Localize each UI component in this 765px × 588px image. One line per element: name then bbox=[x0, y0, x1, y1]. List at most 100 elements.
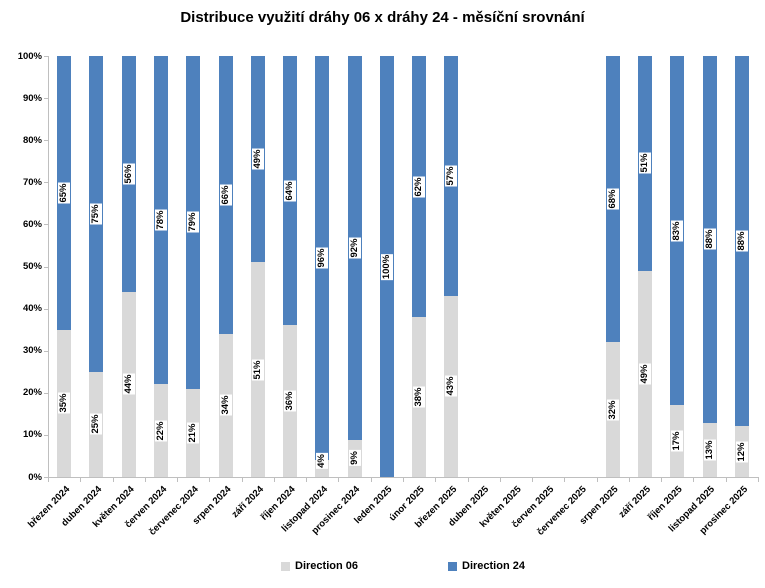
bar-label-direction-06: 32% bbox=[606, 399, 619, 421]
legend-label-direction-24: Direction 24 bbox=[462, 560, 525, 572]
bar-label-direction-06: 21% bbox=[187, 422, 200, 444]
bar-label-direction-24: 62% bbox=[413, 175, 426, 198]
x-axis-tick-mark bbox=[403, 478, 404, 482]
stacked-bar bbox=[121, 56, 136, 477]
bar-label-direction-24: 83% bbox=[671, 220, 684, 242]
y-axis-tick-label: 60% bbox=[22, 218, 42, 230]
y-axis-tick-label: 20% bbox=[22, 387, 42, 399]
x-axis-tick-mark bbox=[177, 478, 179, 482]
legend-item-direction-24: Direction 24 bbox=[448, 560, 525, 572]
x-axis-tick-mark bbox=[144, 478, 146, 482]
stacked-bar bbox=[702, 56, 717, 477]
y-axis-tick-mark bbox=[44, 350, 48, 352]
bar-label-direction-24: 88% bbox=[735, 230, 748, 252]
bar-label-direction-24: 57% bbox=[445, 165, 458, 187]
legend-item-direction-06: Direction 06 bbox=[281, 560, 358, 572]
y-axis-tick-mark bbox=[44, 477, 48, 478]
x-axis-tick-mark bbox=[758, 478, 759, 482]
bar-label-direction-24: 64% bbox=[284, 180, 297, 202]
x-axis-tick-mark bbox=[241, 478, 243, 482]
x-axis-tick-mark bbox=[564, 478, 566, 482]
stacked-bar bbox=[153, 56, 168, 477]
y-axis-tick-label: 50% bbox=[22, 261, 42, 272]
y-axis-tick-mark bbox=[44, 434, 48, 436]
x-axis-tick-mark bbox=[628, 478, 630, 482]
y-axis-tick-label: 30% bbox=[22, 345, 42, 357]
bar-label-direction-06: 49% bbox=[639, 363, 652, 385]
bar-label-direction-06: 25% bbox=[90, 413, 103, 435]
stacked-bar bbox=[186, 56, 201, 477]
y-axis-tick-mark bbox=[44, 140, 48, 142]
bar-label-direction-24: 65% bbox=[58, 182, 71, 204]
plot-area bbox=[48, 56, 759, 478]
x-axis-tick-mark bbox=[273, 478, 275, 482]
bar-label-direction-24: 66% bbox=[219, 184, 232, 206]
bar-label-direction-24: 68% bbox=[606, 188, 619, 210]
x-axis-tick-mark bbox=[532, 478, 534, 482]
x-axis-tick-mark bbox=[112, 478, 114, 482]
y-axis-tick-label: 100% bbox=[17, 50, 42, 62]
legend-label-direction-06: Direction 06 bbox=[295, 560, 358, 572]
x-axis-tick-mark bbox=[725, 478, 727, 482]
bar-label-direction-06: 43% bbox=[445, 375, 458, 397]
y-axis-tick-label: 40% bbox=[22, 303, 42, 315]
bar-label-direction-24: 75% bbox=[90, 203, 103, 225]
y-axis-tick-label: 70% bbox=[22, 176, 42, 188]
bar-label-direction-24: 88% bbox=[703, 228, 716, 250]
chart-title: Distribuce využití dráhy 06 x dráhy 24 -… bbox=[180, 9, 585, 26]
bar-label-direction-06: 17% bbox=[671, 430, 684, 452]
x-axis-tick-mark bbox=[370, 478, 372, 482]
x-axis-tick-mark bbox=[209, 478, 211, 482]
y-axis-tick-label: 80% bbox=[22, 134, 42, 146]
legend-swatch-direction-06-icon bbox=[281, 561, 291, 571]
x-axis-tick-mark bbox=[80, 478, 82, 482]
legend: Direction 06 Direction 24 bbox=[48, 560, 758, 572]
y-axis-tick-mark bbox=[44, 308, 48, 310]
bar-label-direction-24: 79% bbox=[187, 211, 200, 233]
bar-label-direction-06: 12% bbox=[735, 441, 748, 463]
stacked-bar bbox=[670, 56, 685, 477]
bar-label-direction-24: 100% bbox=[380, 253, 393, 280]
x-axis-tick-mark bbox=[306, 478, 308, 482]
y-axis-tick-label: 10% bbox=[22, 429, 42, 441]
x-axis-tick-mark bbox=[338, 478, 340, 482]
y-axis-tick-mark bbox=[44, 224, 48, 226]
x-axis-tick-mark bbox=[48, 478, 49, 482]
y-axis-tick-mark bbox=[44, 56, 48, 57]
bar-label-direction-24: 51% bbox=[639, 152, 652, 174]
x-axis-tick-mark bbox=[661, 478, 663, 482]
bar-label-direction-24: 92% bbox=[348, 237, 361, 259]
x-axis-tick-mark bbox=[693, 478, 695, 482]
x-axis-tick-mark bbox=[467, 478, 469, 482]
stacked-bar bbox=[638, 56, 653, 477]
bar-label-direction-24: 78% bbox=[154, 209, 167, 231]
y-axis-tick-mark bbox=[44, 392, 48, 394]
y-axis-tick-mark bbox=[44, 266, 48, 268]
bar-label-direction-24: 56% bbox=[122, 163, 135, 185]
bar-label-direction-06: 22% bbox=[154, 420, 167, 442]
y-axis-tick-label: 0% bbox=[28, 471, 42, 483]
legend-swatch-direction-24-icon bbox=[448, 561, 457, 571]
bar-label-direction-06: 51% bbox=[251, 359, 264, 381]
x-axis-tick-mark bbox=[435, 478, 437, 482]
stacked-bar bbox=[412, 56, 427, 477]
x-axis-tick-mark bbox=[499, 478, 501, 482]
stacked-bar bbox=[734, 56, 749, 477]
y-axis-tick-label: 90% bbox=[22, 92, 42, 104]
bar-label-direction-24: 96% bbox=[316, 247, 329, 269]
x-axis-tick-mark bbox=[596, 478, 598, 482]
bar-label-direction-06: 9% bbox=[348, 450, 361, 467]
stacked-bar bbox=[444, 56, 459, 477]
bar-label-direction-06: 44% bbox=[122, 373, 135, 395]
bar-label-direction-06: 36% bbox=[284, 390, 297, 412]
bar-label-direction-06: 13% bbox=[703, 439, 716, 461]
bar-label-direction-06: 4% bbox=[316, 453, 329, 469]
stacked-bar bbox=[347, 56, 362, 477]
bar-label-direction-06: 38% bbox=[413, 386, 426, 408]
stacked-bar bbox=[283, 56, 298, 477]
bar-label-direction-06: 34% bbox=[219, 394, 232, 416]
y-axis-tick-mark bbox=[44, 182, 48, 184]
stacked-bar bbox=[57, 56, 72, 477]
bar-label-direction-24: 49% bbox=[251, 148, 264, 170]
